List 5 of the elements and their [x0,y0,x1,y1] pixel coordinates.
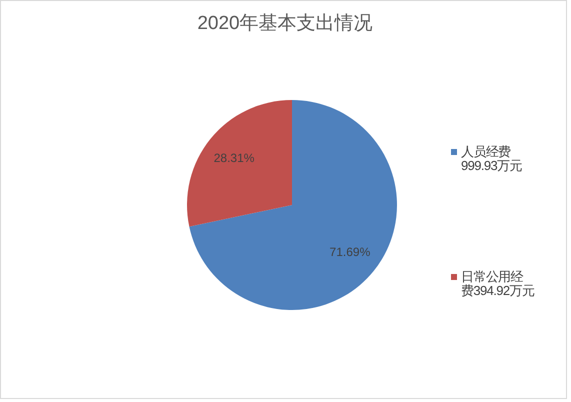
legend-label: 人员经费999.93万元 [461,144,523,173]
legend-label: 日常公用经费394.92万元 [461,269,535,298]
data-label: 71.69% [330,244,371,259]
data-label: 28.31% [214,151,255,166]
chart-title: 2020年基本支出情况 [197,13,373,34]
